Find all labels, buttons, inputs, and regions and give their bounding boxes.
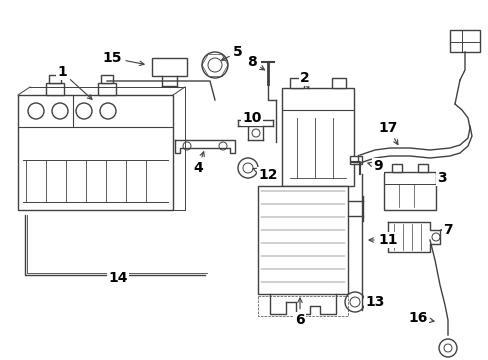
Bar (289, 78, 304, 88)
Bar (258, 296, 347, 316)
Bar (449, 30, 479, 52)
Text: 2: 2 (300, 71, 309, 89)
Text: 5: 5 (221, 45, 243, 60)
Bar (258, 186, 347, 294)
Text: 10: 10 (242, 111, 261, 125)
Bar (46, 83, 64, 95)
Text: 6: 6 (295, 298, 304, 327)
Text: 8: 8 (246, 55, 264, 70)
Bar (152, 58, 186, 76)
Bar (98, 83, 116, 95)
Text: 4: 4 (193, 152, 204, 175)
Bar (49, 75, 61, 83)
Bar (349, 156, 361, 164)
Bar (417, 164, 427, 172)
Text: 1: 1 (57, 65, 92, 99)
Text: 17: 17 (378, 121, 397, 145)
Bar (331, 78, 346, 88)
Text: 15: 15 (102, 51, 144, 66)
Text: 9: 9 (367, 159, 382, 173)
Text: 13: 13 (365, 295, 384, 309)
Text: 16: 16 (407, 311, 433, 325)
Bar (282, 88, 353, 186)
Text: 11: 11 (368, 233, 397, 247)
Bar (383, 172, 435, 210)
Text: 7: 7 (440, 223, 452, 237)
Text: 14: 14 (108, 271, 127, 285)
Bar (101, 75, 113, 83)
Bar (18, 95, 173, 210)
Text: 3: 3 (436, 171, 446, 185)
Text: 12: 12 (253, 168, 277, 182)
Bar (391, 164, 401, 172)
